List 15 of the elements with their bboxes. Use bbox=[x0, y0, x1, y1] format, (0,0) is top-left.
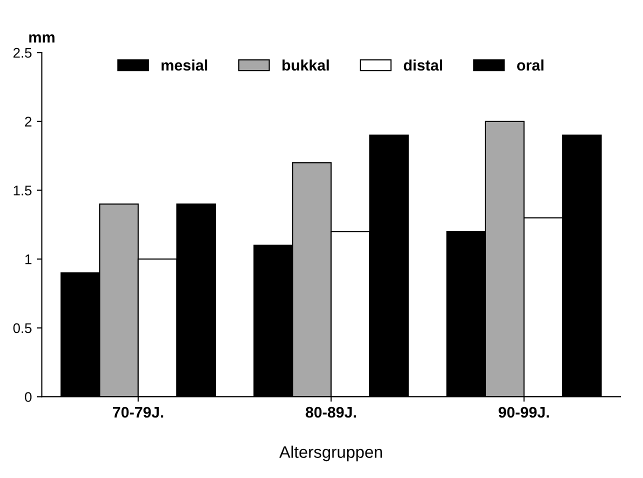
x-tick-label: 90-99J. bbox=[498, 406, 549, 418]
legend-label: distal bbox=[404, 59, 442, 71]
y-tick-label: 1 bbox=[25, 254, 32, 264]
x-axis-title: Altersgruppen bbox=[279, 446, 382, 462]
x-tick-label: 80-89J. bbox=[306, 406, 356, 418]
x-tick-label: 70-79J. bbox=[112, 406, 164, 418]
y-tick-label: 2.5 bbox=[13, 48, 32, 58]
legend-label: mesial bbox=[162, 59, 208, 71]
legend-label: bukkal bbox=[282, 59, 329, 71]
legend-label: oral bbox=[517, 59, 544, 71]
y-axis-title: mm bbox=[29, 34, 54, 43]
y-tick-label: 0 bbox=[24, 392, 32, 402]
y-tick-label: 0.5 bbox=[13, 323, 32, 334]
y-tick-label: 2 bbox=[25, 116, 32, 126]
y-tick-label: 1.5 bbox=[14, 186, 32, 196]
